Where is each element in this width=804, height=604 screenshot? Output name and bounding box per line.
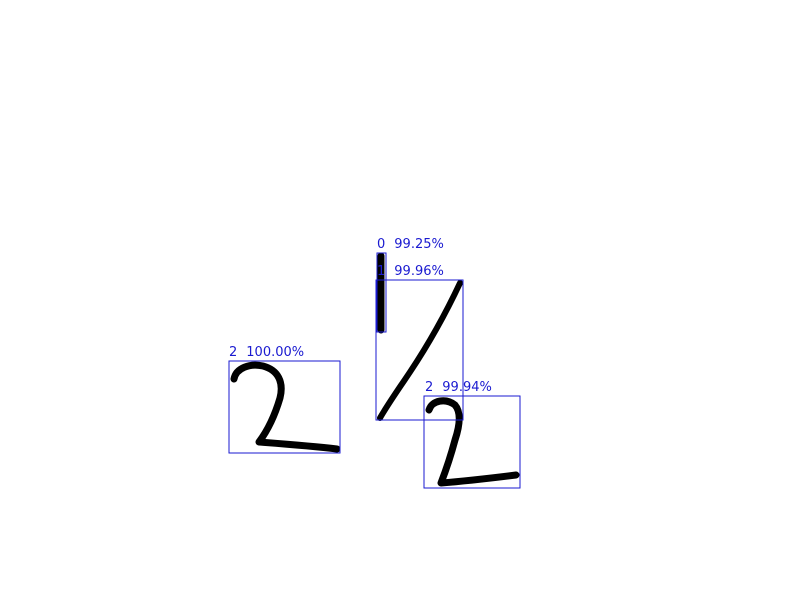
stroke-two-right: [425, 397, 520, 487]
bounding-box: [375, 279, 464, 421]
detection-confidence: 99.94%: [442, 380, 492, 395]
detection-box-2: 2 100.00%: [228, 345, 341, 454]
detection-digit: 0: [377, 237, 385, 252]
detection-confidence: 100.00%: [246, 345, 304, 360]
stroke-slash: [377, 280, 463, 421]
detection-label: 2 99.94%: [425, 380, 492, 395]
detection-box-3: 2 99.94%: [423, 380, 521, 489]
bounding-box: [376, 252, 387, 333]
bounding-box: [423, 395, 521, 489]
detection-label: 2 100.00%: [229, 345, 304, 360]
detection-digit: 2: [229, 345, 237, 360]
detection-confidence: 99.96%: [394, 264, 444, 279]
detection-label: 0 99.25%: [377, 237, 444, 252]
detection-label: 1 99.96%: [377, 264, 444, 279]
detection-digit: 1: [377, 264, 385, 279]
bounding-box: [228, 360, 341, 454]
detection-box-1: 1 99.96%: [375, 264, 464, 421]
detections-layer: 0 99.25% 1 99.96% 2 100.00% 2 99.94%: [228, 237, 521, 489]
detection-box-0: 0 99.25%: [376, 237, 444, 333]
detection-digit: 2: [425, 380, 433, 395]
detection-confidence: 99.25%: [394, 237, 444, 252]
stroke-two-left: [230, 361, 341, 453]
handwriting-layer: [230, 252, 520, 487]
